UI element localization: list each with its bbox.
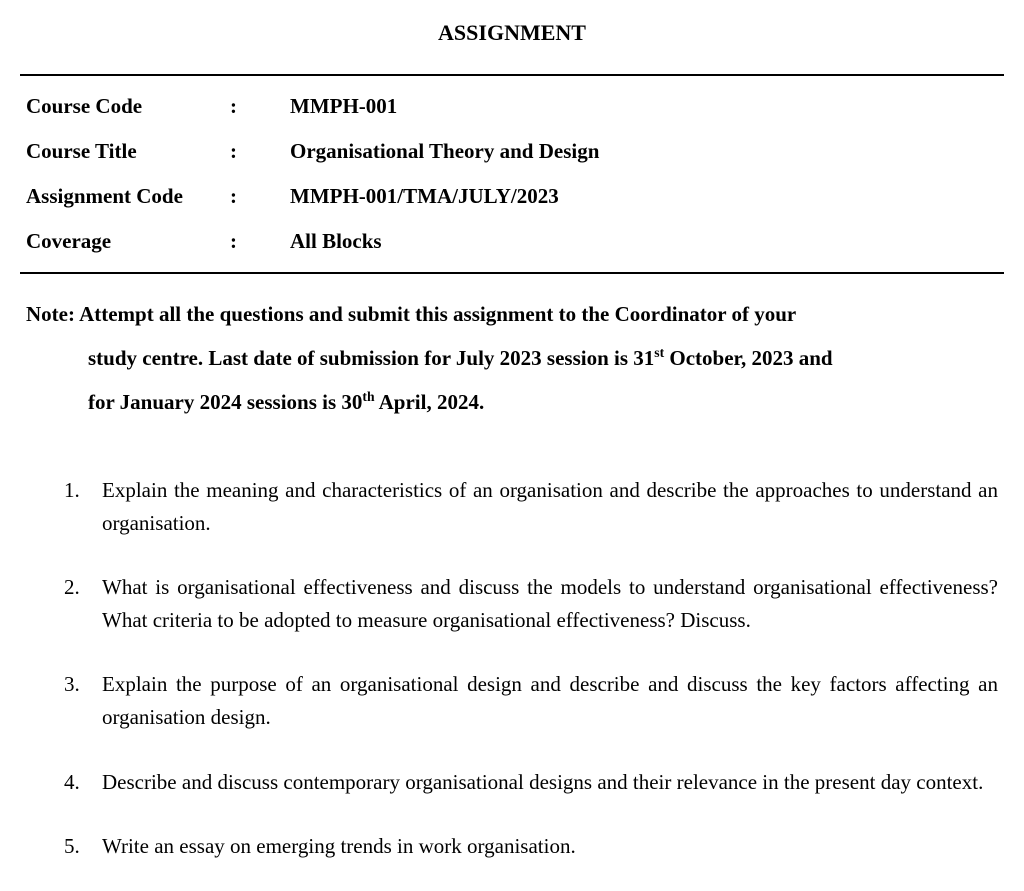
question-text: What is organisational effectiveness and… — [102, 571, 998, 636]
info-label: Assignment Code — [20, 184, 230, 209]
info-colon: : — [230, 229, 290, 254]
info-colon: : — [230, 184, 290, 209]
question-item: 5. Write an essay on emerging trends in … — [64, 830, 998, 863]
info-row-coverage: Coverage : All Blocks — [20, 219, 1004, 264]
question-item: 4. Describe and discuss contemporary org… — [64, 766, 998, 799]
question-text: Write an essay on emerging trends in wor… — [102, 830, 998, 863]
question-text: Describe and discuss contemporary organi… — [102, 766, 998, 799]
note-line3-sup: th — [362, 389, 374, 404]
info-value: All Blocks — [290, 229, 1004, 254]
question-item: 2. What is organisational effectiveness … — [64, 571, 998, 636]
question-number: 3. — [64, 668, 102, 733]
info-value: MMPH-001 — [290, 94, 1004, 119]
question-item: 1. Explain the meaning and characteristi… — [64, 474, 998, 539]
question-number: 5. — [64, 830, 102, 863]
info-value: MMPH-001/TMA/JULY/2023 — [290, 184, 1004, 209]
questions-list: 1. Explain the meaning and characteristi… — [20, 474, 1004, 862]
note-line1-rest: Attempt all the questions and submit thi… — [75, 302, 796, 326]
info-label: Course Title — [20, 139, 230, 164]
note-prefix: Note: — [26, 302, 75, 326]
note-line3-b: April, 2024. — [375, 390, 485, 414]
question-number: 4. — [64, 766, 102, 799]
question-number: 1. — [64, 474, 102, 539]
info-label: Course Code — [20, 94, 230, 119]
info-label: Coverage — [20, 229, 230, 254]
note-line3-a: for January 2024 sessions is 30 — [88, 390, 362, 414]
note-block: Note: Attempt all the questions and subm… — [20, 292, 1004, 424]
info-row-course-code: Course Code : MMPH-001 — [20, 84, 1004, 129]
question-text: Explain the purpose of an organisational… — [102, 668, 998, 733]
note-line2-sup: st — [654, 345, 664, 360]
note-line2: study centre. Last date of submission fo… — [26, 336, 998, 380]
info-row-course-title: Course Title : Organisational Theory and… — [20, 129, 1004, 174]
question-number: 2. — [64, 571, 102, 636]
info-colon: : — [230, 94, 290, 119]
note-line1: Note: Attempt all the questions and subm… — [26, 292, 998, 336]
note-line2-a: study centre. Last date of submission fo… — [88, 346, 654, 370]
info-table: Course Code : MMPH-001 Course Title : Or… — [20, 74, 1004, 274]
info-colon: : — [230, 139, 290, 164]
info-value: Organisational Theory and Design — [290, 139, 1004, 164]
note-line3: for January 2024 sessions is 30th April,… — [26, 380, 998, 424]
note-line2-b: October, 2023 and — [664, 346, 832, 370]
page-title: ASSIGNMENT — [20, 20, 1004, 46]
question-item: 3. Explain the purpose of an organisatio… — [64, 668, 998, 733]
question-text: Explain the meaning and characteristics … — [102, 474, 998, 539]
info-row-assignment-code: Assignment Code : MMPH-001/TMA/JULY/2023 — [20, 174, 1004, 219]
